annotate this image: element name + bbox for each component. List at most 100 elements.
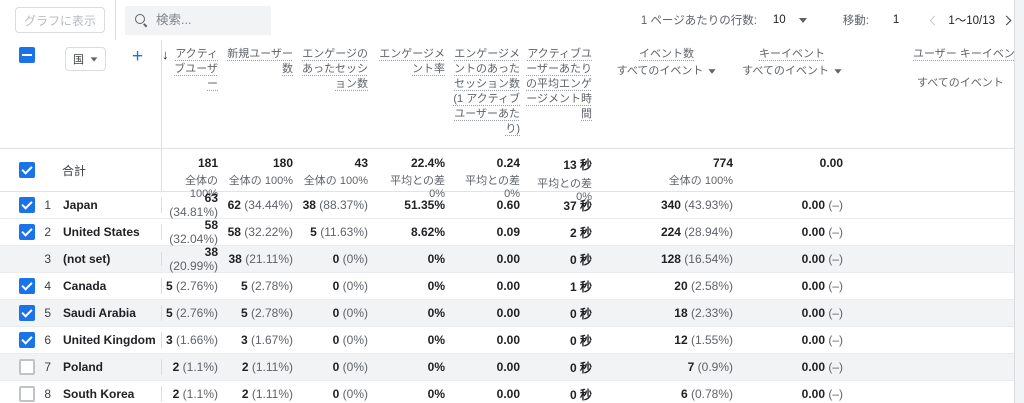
row-number: 6 xyxy=(44,333,51,347)
metric-header-sub[interactable]: すべてのイベント xyxy=(917,76,1004,91)
row-metric-cell: 0.00 (–) xyxy=(737,306,847,320)
previous-page-chevron-icon[interactable] xyxy=(929,15,940,25)
show-as-chart-button[interactable]: グラフに表示 xyxy=(15,7,105,33)
row-metric-cell: 1 秒 xyxy=(524,278,596,295)
metric-value: 0.00 xyxy=(496,279,520,293)
row-metric-cell: 0.00 (–) xyxy=(737,225,847,239)
row-metric-cell: 0 秒 xyxy=(524,359,596,376)
row-number: 4 xyxy=(44,279,51,293)
row-metric-cell: 6 (0.78%) xyxy=(596,387,737,401)
metric-percent: (1.55%) xyxy=(687,333,733,347)
row-checkbox[interactable] xyxy=(19,386,35,402)
metric-value: 3 xyxy=(240,333,248,347)
metric-percent: (11.63%) xyxy=(316,225,368,239)
rows-per-page-caret-icon[interactable] xyxy=(798,17,807,23)
totals-sub-value: 平均との差 0% xyxy=(465,175,520,200)
table-row: 1 Japan 63 (34.81%) 62 (34.44%) 38 (88.37%) 5… xyxy=(0,191,1024,219)
metric-value: 2 xyxy=(241,360,249,374)
row-metric-cell: 2 秒 xyxy=(524,224,596,241)
metric-percent: (2.76%) xyxy=(172,306,218,320)
metric-percent: (16.54%) xyxy=(680,252,733,266)
metric-value: 0 xyxy=(332,252,340,266)
metric-value: 12 xyxy=(674,333,688,347)
metric-value: 0% xyxy=(427,306,445,320)
metric-value: 2 xyxy=(241,387,249,401)
row-country-label: South Korea xyxy=(63,387,135,401)
row-metric-cell: 38 (21.11%) xyxy=(222,252,297,266)
metric-value: 51.35% xyxy=(404,198,445,212)
metric-sub-caret-icon xyxy=(708,69,716,74)
metric-value: 0.60 xyxy=(496,198,520,212)
add-column-button[interactable]: + xyxy=(132,46,144,67)
metric-header-label[interactable]: アクティブユーザー xyxy=(174,48,218,90)
row-metric-cell: 0.00 (–) xyxy=(737,333,847,347)
sort-descending-icon[interactable]: ↓ xyxy=(162,47,169,62)
metric-percent: (1.11%) xyxy=(248,387,293,401)
metric-headers: ↓ アクティブユーザー 新規ユーザー数 エンゲージのあったセッション数 エンゲージメント… xyxy=(162,40,1014,148)
row-metric-cell: 8.62% xyxy=(372,225,449,239)
metric-value: 0.00 xyxy=(801,333,825,347)
search-box[interactable] xyxy=(125,5,271,35)
metric-value: 7 xyxy=(687,360,695,374)
row-checkbox[interactable] xyxy=(19,278,35,294)
metric-value: 5 xyxy=(165,279,173,293)
metric-value: 0 秒 xyxy=(569,387,592,402)
metric-header-label[interactable]: 新規ユーザー数 xyxy=(227,48,293,75)
goto-page-field[interactable]: 1 xyxy=(892,14,900,26)
row-checkbox[interactable] xyxy=(19,359,35,375)
metric-percent: (1.1%) xyxy=(179,387,218,401)
metric-percent: (32.22%) xyxy=(240,225,293,239)
metric-value: 128 xyxy=(660,252,681,266)
pagination: 1 ページあたりの行数: 10 移動: 1 1～10/13 xyxy=(641,12,1012,28)
totals-cell: 0.00 xyxy=(737,149,847,191)
vertical-scrollbar[interactable] xyxy=(1014,0,1024,403)
totals-sub-value: 全体の 100% xyxy=(185,175,218,200)
metric-header-sub[interactable]: すべてのイベント xyxy=(742,64,842,79)
metric-value: 62 xyxy=(227,198,241,212)
metric-value: 340 xyxy=(660,198,681,212)
rows-per-page-value[interactable]: 10 xyxy=(772,14,786,26)
metric-header-label[interactable]: アクティブユーザーあたりの平均エンゲージメント時間 xyxy=(526,48,592,120)
row-checkbox[interactable] xyxy=(19,305,35,321)
select-all-checkbox[interactable] xyxy=(19,47,35,63)
metric-value: 0.00 xyxy=(801,279,825,293)
metric-percent: (2.78%) xyxy=(247,306,293,320)
metric-percent: (–) xyxy=(825,387,843,401)
row-checkbox[interactable] xyxy=(19,224,35,240)
search-input[interactable] xyxy=(156,13,266,27)
metric-value: 0.00 xyxy=(496,306,520,320)
metric-percent: (–) xyxy=(825,333,843,347)
metric-header-label[interactable]: エンゲージのあったセッション数 xyxy=(302,48,368,90)
metric-percent: (1.67%) xyxy=(247,333,293,347)
metric-value: 0 秒 xyxy=(569,306,592,321)
metric-header-label[interactable]: キーイベント xyxy=(759,48,825,60)
metric-header-sub[interactable]: すべてのイベント xyxy=(617,64,717,79)
totals-sub-value: 平均との差 0% xyxy=(537,178,592,203)
metric-header-label[interactable]: ユーザー キーイベント率 xyxy=(913,48,1014,60)
totals-checkbox[interactable] xyxy=(19,162,35,178)
row-checkbox[interactable] xyxy=(19,332,35,348)
row-number: 1 xyxy=(44,198,51,212)
metric-percent: (1.1%) xyxy=(179,360,218,374)
totals-cell: 13 秒平均との差 0% xyxy=(524,149,596,203)
metric-header-label[interactable]: イベント数 xyxy=(639,48,694,60)
metric-header-label[interactable]: エンゲージメント率 xyxy=(379,48,445,75)
metric-value: 0.09 xyxy=(496,225,520,239)
row-checkbox[interactable] xyxy=(19,197,35,213)
row-metric-cell: 38 (88.37%) xyxy=(297,198,372,212)
row-metric-cell: 62 (34.44%) xyxy=(222,198,297,212)
row-metric-cell: 0.00 xyxy=(449,306,524,320)
metric-header-label[interactable]: エンゲージメントのあったセッション数 (1 アクティブユーザーあたり) xyxy=(453,48,520,135)
row-number: 3 xyxy=(44,252,51,266)
metric-percent: (0%) xyxy=(339,333,368,347)
dimension-selector-button[interactable]: 国 xyxy=(65,47,106,71)
metric-value: 0% xyxy=(427,279,445,293)
metric-value: 0% xyxy=(427,333,445,347)
next-page-chevron-icon[interactable] xyxy=(1001,15,1012,25)
metric-percent: (88.37%) xyxy=(315,198,368,212)
row-metric-cell: 7 (0.9%) xyxy=(596,360,737,374)
row-metric-cell: 18 (2.33%) xyxy=(596,306,737,320)
row-metric-cell: 5 (2.76%) xyxy=(162,279,222,293)
